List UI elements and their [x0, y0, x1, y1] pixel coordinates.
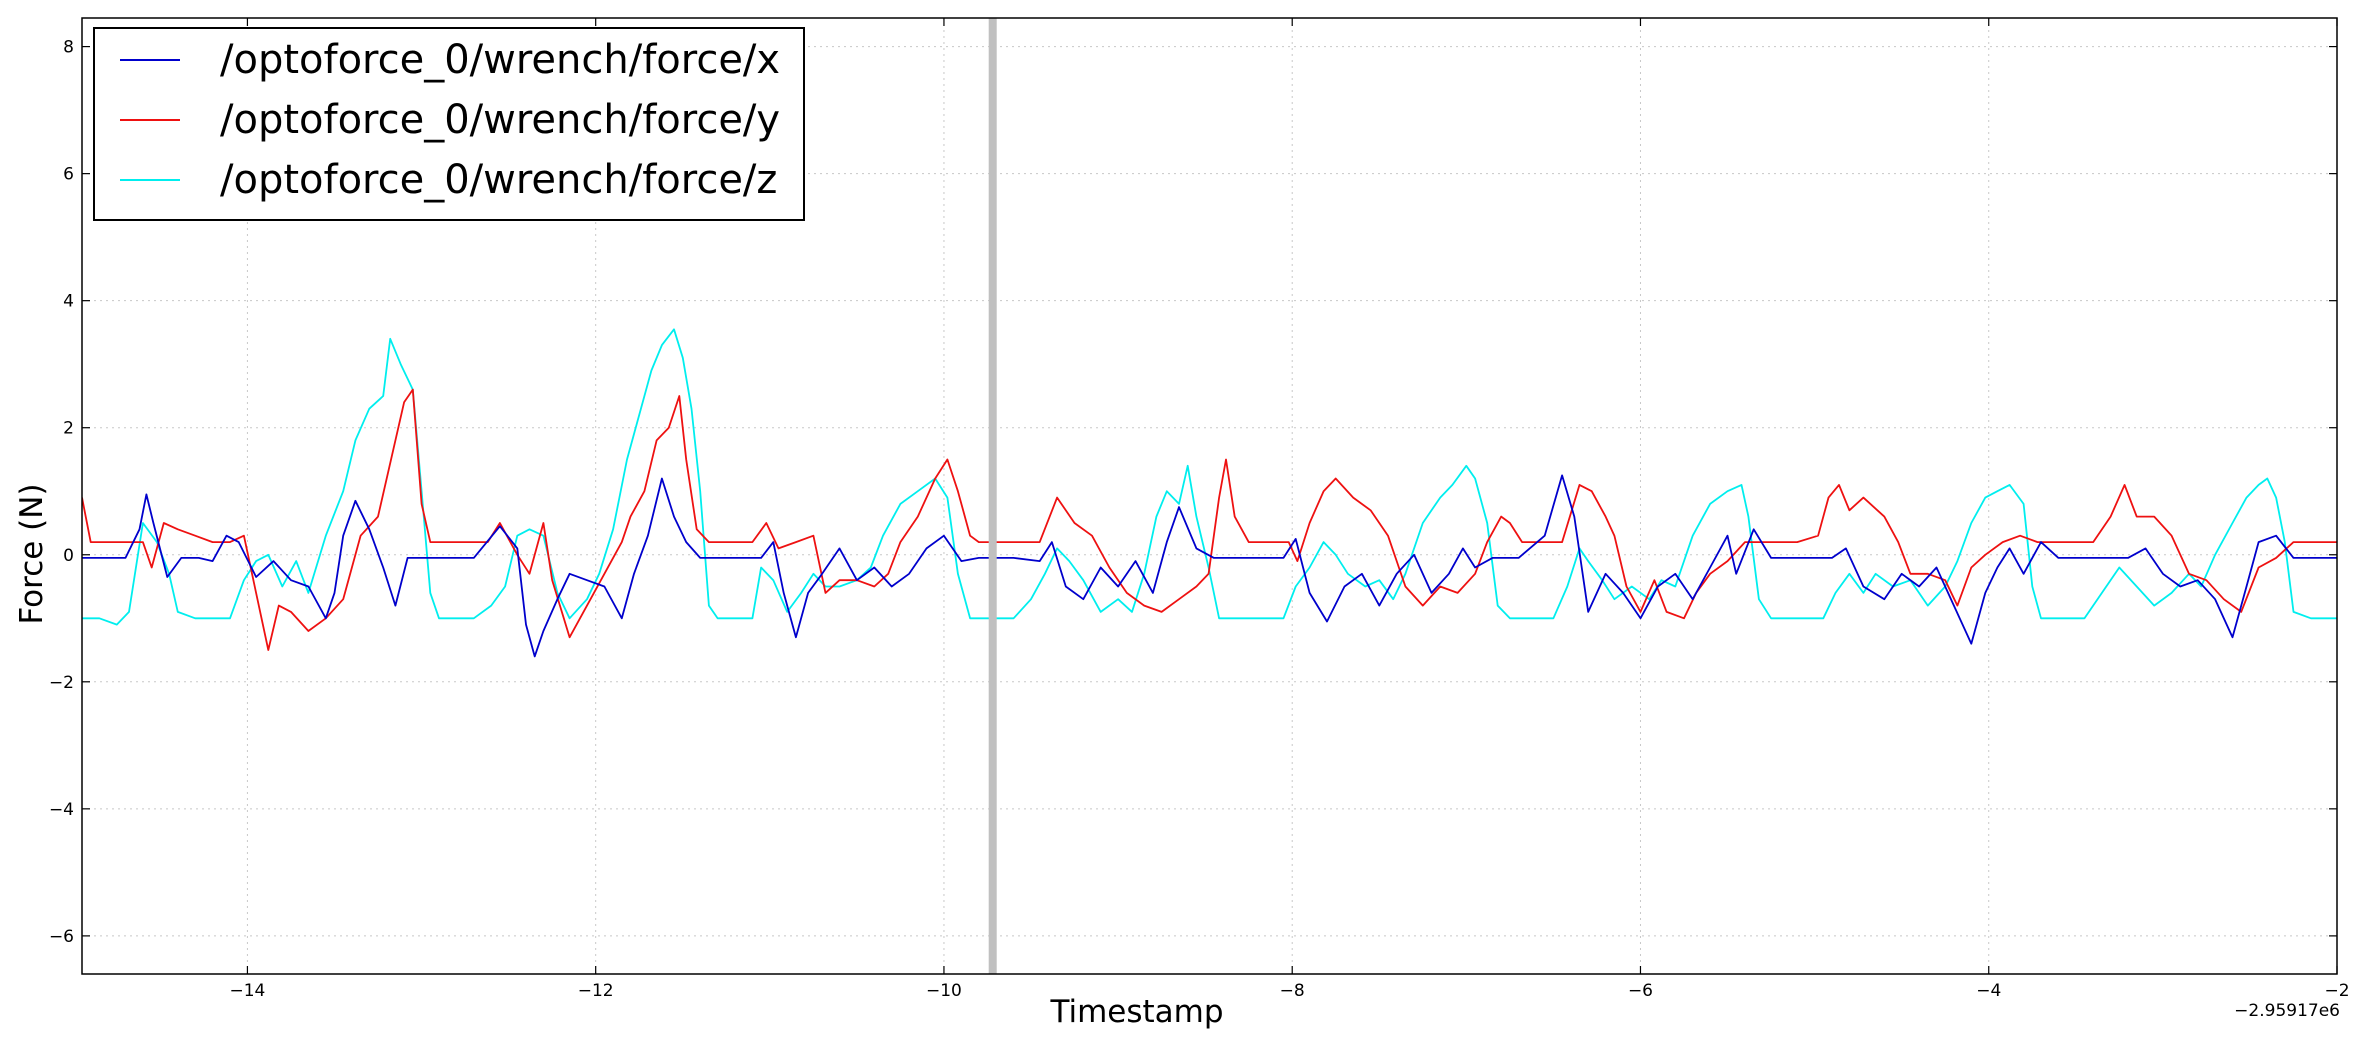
series-line-force-x	[82, 474, 2337, 658]
legend-box	[93, 27, 805, 221]
y-tick-label: −4	[49, 800, 74, 820]
legend-entry-force-z: /optoforce_0/wrench/force/z	[220, 157, 777, 203]
y-tick-label: −6	[49, 927, 74, 947]
y-tick-label: 0	[63, 546, 74, 566]
x-tick-label: −12	[578, 981, 614, 1001]
y-tick-label: −2	[49, 673, 74, 693]
grid	[82, 18, 2338, 974]
x-tick-label: −6	[1628, 981, 1653, 1001]
series-line-force-z	[82, 328, 2337, 626]
x-tick-label: −4	[1976, 981, 2001, 1001]
time-cursor[interactable]	[988, 18, 997, 974]
x-axis-label: Timestamp	[1049, 994, 1223, 1030]
x-offset-label: −2.95917e6	[2234, 1001, 2340, 1021]
legend-entry-force-x: /optoforce_0/wrench/force/x	[220, 37, 780, 83]
x-tick-label: −14	[229, 981, 265, 1001]
y-tick-label: 4	[63, 292, 74, 312]
ticks: −14 −12 −10 −8 −6 −4 −2 −6 −4 −2 0 2 4 6 8	[49, 18, 2350, 1001]
plot-frame	[81, 17, 2338, 975]
y-tick-label: 6	[63, 165, 74, 185]
legend: /optoforce_0/wrench/force/x/optoforce_0/…	[93, 27, 805, 221]
y-axis-label: Force (N)	[14, 483, 50, 624]
x-tick-label: −8	[1280, 981, 1305, 1001]
series-layer	[82, 328, 2337, 658]
x-tick-label: −10	[926, 981, 962, 1001]
x-tick-label: −2	[2324, 981, 2349, 1001]
y-tick-label: 2	[63, 419, 74, 439]
y-tick-label: 8	[63, 38, 74, 58]
series-line-force-y	[82, 388, 2337, 651]
legend-entry-force-y: /optoforce_0/wrench/force/y	[220, 97, 780, 143]
